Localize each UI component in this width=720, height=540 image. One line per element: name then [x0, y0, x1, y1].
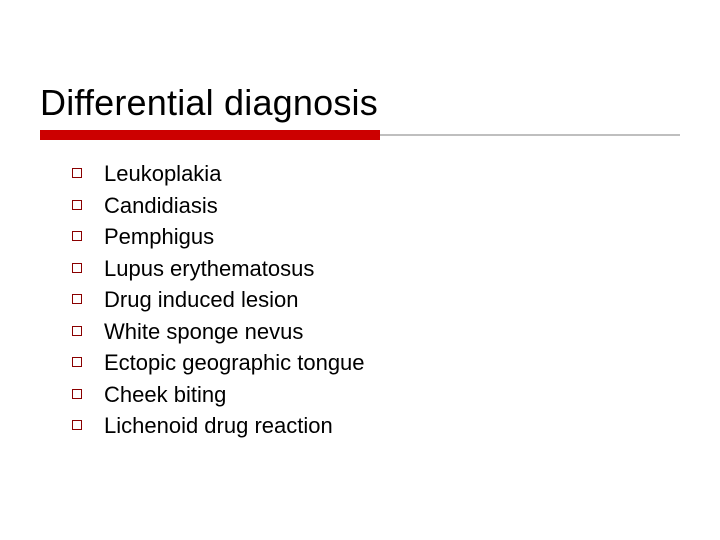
list-item: Leukoplakia	[72, 160, 660, 188]
square-bullet-icon	[72, 231, 82, 241]
list-item-text: Cheek biting	[104, 381, 226, 409]
list-item: Cheek biting	[72, 381, 660, 409]
list-item-text: Ectopic geographic tongue	[104, 349, 365, 377]
list-item-text: Pemphigus	[104, 223, 214, 251]
list-item: Ectopic geographic tongue	[72, 349, 660, 377]
bullet-list: Leukoplakia Candidiasis Pemphigus Lupus …	[72, 160, 660, 444]
list-item-text: White sponge nevus	[104, 318, 303, 346]
list-item: Drug induced lesion	[72, 286, 660, 314]
title-block: Differential diagnosis	[40, 82, 680, 140]
list-item: Lichenoid drug reaction	[72, 412, 660, 440]
square-bullet-icon	[72, 357, 82, 367]
list-item-text: Leukoplakia	[104, 160, 221, 188]
underline-gray	[380, 134, 680, 136]
list-item: Lupus erythematosus	[72, 255, 660, 283]
list-item: Pemphigus	[72, 223, 660, 251]
slide: Differential diagnosis Leukoplakia Candi…	[0, 0, 720, 540]
list-item: White sponge nevus	[72, 318, 660, 346]
underline-red	[40, 130, 380, 140]
square-bullet-icon	[72, 389, 82, 399]
square-bullet-icon	[72, 263, 82, 273]
list-item-text: Lichenoid drug reaction	[104, 412, 333, 440]
square-bullet-icon	[72, 420, 82, 430]
list-item-text: Drug induced lesion	[104, 286, 298, 314]
list-item-text: Lupus erythematosus	[104, 255, 314, 283]
square-bullet-icon	[72, 294, 82, 304]
square-bullet-icon	[72, 168, 82, 178]
title-underline	[40, 130, 680, 140]
square-bullet-icon	[72, 326, 82, 336]
list-item: Candidiasis	[72, 192, 660, 220]
slide-title: Differential diagnosis	[40, 82, 680, 124]
square-bullet-icon	[72, 200, 82, 210]
list-item-text: Candidiasis	[104, 192, 218, 220]
